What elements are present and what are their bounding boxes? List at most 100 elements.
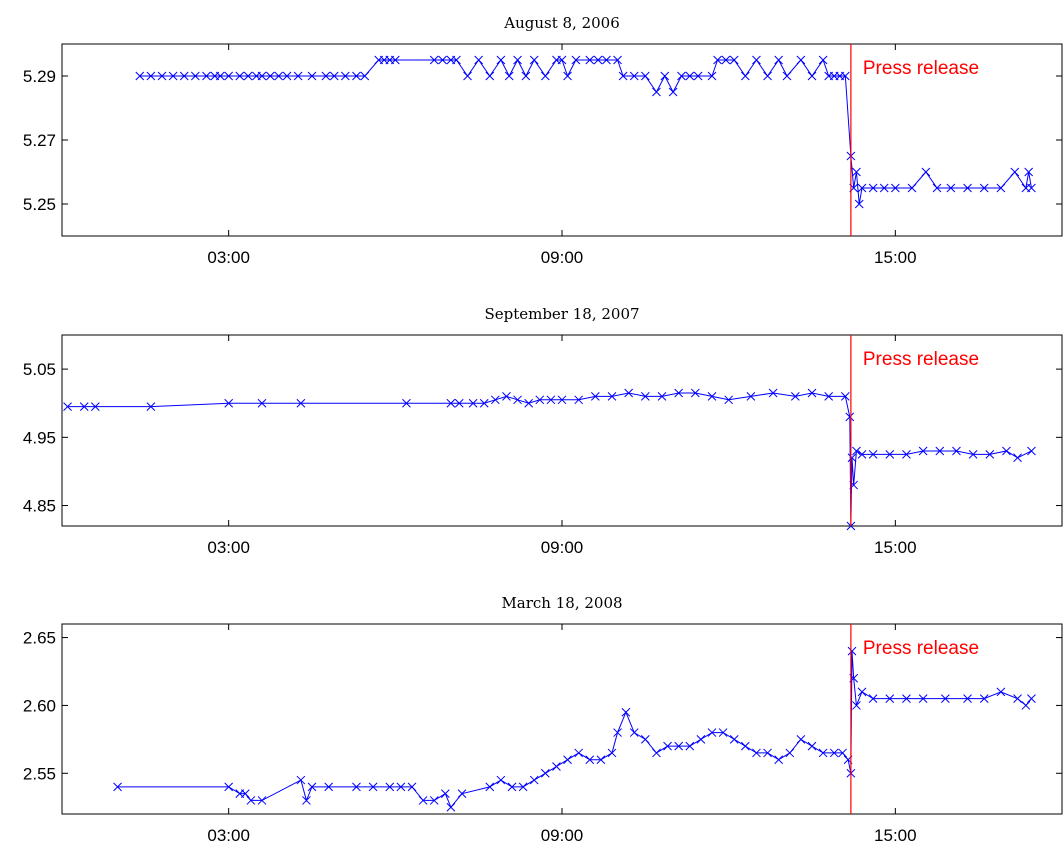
data-point-marker — [807, 388, 817, 398]
data-point-marker — [952, 446, 961, 456]
data-point-marker — [996, 183, 1006, 193]
data-point-marker — [540, 768, 550, 778]
data-point-marker — [963, 183, 972, 193]
data-point-marker — [752, 55, 761, 65]
data-point-marker — [807, 71, 817, 81]
data-point-marker — [868, 183, 878, 193]
data-point-marker — [574, 748, 584, 758]
series-line — [139, 58, 1032, 205]
data-point-marker — [763, 748, 772, 758]
data-point-marker — [282, 71, 292, 81]
y-tick-label: 5.27 — [23, 131, 56, 150]
data-point-marker — [868, 450, 878, 459]
data-point-marker — [847, 453, 857, 463]
data-point-marker — [307, 71, 317, 81]
data-point-marker — [685, 741, 695, 751]
data-point-marker — [563, 755, 572, 765]
data-point-marker — [640, 735, 650, 744]
data-point-marker — [552, 762, 561, 771]
data-point-marker — [774, 55, 784, 65]
data-point-marker — [829, 748, 839, 758]
data-point-marker — [352, 71, 361, 81]
data-point-marker — [838, 748, 847, 758]
data-point-marker — [215, 71, 225, 81]
series-line — [67, 392, 1032, 527]
data-point-marker — [985, 450, 995, 459]
x-tick-label: 15:00 — [874, 826, 917, 845]
y-tick-label: 2.65 — [23, 629, 56, 648]
data-point-marker — [63, 402, 72, 411]
data-point-marker — [818, 55, 828, 65]
data-point-marker — [485, 71, 495, 81]
data-point-marker — [963, 694, 972, 703]
data-point-marker — [557, 55, 567, 65]
data-point-marker — [546, 395, 556, 405]
data-point-marker — [585, 55, 595, 65]
data-point-marker — [90, 402, 100, 411]
data-point-marker — [774, 755, 784, 765]
data-point-marker — [296, 775, 306, 785]
data-point-marker — [524, 398, 534, 408]
data-point-marker — [596, 755, 606, 765]
data-point-marker — [621, 707, 631, 717]
data-point-marker — [418, 796, 428, 805]
data-point-marker — [940, 694, 950, 703]
data-point-marker — [540, 71, 550, 81]
data-point-marker — [1010, 167, 1020, 177]
data-point-marker — [690, 388, 700, 398]
data-point-marker — [224, 398, 234, 408]
data-point-marker — [740, 71, 750, 81]
data-point-marker — [307, 782, 317, 792]
data-point-marker — [257, 796, 267, 805]
data-point-marker — [729, 735, 739, 744]
data-point-marker — [1013, 694, 1022, 703]
data-point-marker — [135, 71, 145, 81]
data-point-marker — [454, 398, 464, 408]
x-tick-label: 03:00 — [207, 248, 250, 267]
data-point-marker — [429, 796, 439, 805]
data-point-marker — [293, 71, 303, 81]
data-point-marker — [879, 183, 889, 193]
data-point-marker — [146, 71, 156, 81]
y-tick-label: 5.29 — [23, 67, 56, 86]
data-point-marker — [502, 392, 511, 401]
y-tick-label: 5.25 — [23, 195, 56, 214]
data-point-marker — [496, 775, 506, 785]
data-point-marker — [746, 392, 756, 401]
x-tick-label: 15:00 — [874, 248, 917, 267]
press-release-label: Press release — [863, 349, 979, 370]
data-point-marker — [796, 735, 806, 744]
data-point-marker — [202, 71, 211, 81]
data-point-marker — [507, 782, 517, 792]
data-point-marker — [240, 789, 250, 798]
data-point-marker — [557, 395, 567, 405]
data-point-marker — [224, 782, 234, 792]
data-point-marker — [674, 388, 684, 398]
data-point-marker — [979, 694, 989, 703]
x-tick-label: 09:00 — [541, 538, 584, 557]
data-point-marker — [918, 694, 928, 703]
data-point-marker — [613, 728, 622, 737]
data-point-marker — [890, 183, 900, 193]
data-point-marker — [590, 392, 600, 401]
data-point-marker — [946, 183, 956, 193]
data-point-marker — [585, 755, 595, 765]
data-point-marker — [243, 71, 253, 81]
data-point-marker — [968, 450, 978, 459]
data-point-marker — [796, 55, 806, 65]
data-point-marker — [674, 741, 684, 751]
data-point-marker — [718, 728, 728, 737]
x-tick-label: 03:00 — [207, 826, 250, 845]
series-markers — [135, 55, 1036, 209]
data-point-marker — [513, 55, 522, 65]
data-point-marker — [265, 71, 275, 81]
data-point-marker — [640, 392, 650, 401]
data-point-marker — [296, 398, 306, 408]
data-point-marker — [979, 183, 989, 193]
data-point-marker — [190, 71, 200, 81]
data-point-marker — [868, 694, 878, 703]
chart-title: March 18, 2008 — [501, 594, 622, 612]
data-point-marker — [168, 71, 178, 81]
data-point-marker — [996, 687, 1006, 697]
data-point-marker — [885, 694, 895, 703]
